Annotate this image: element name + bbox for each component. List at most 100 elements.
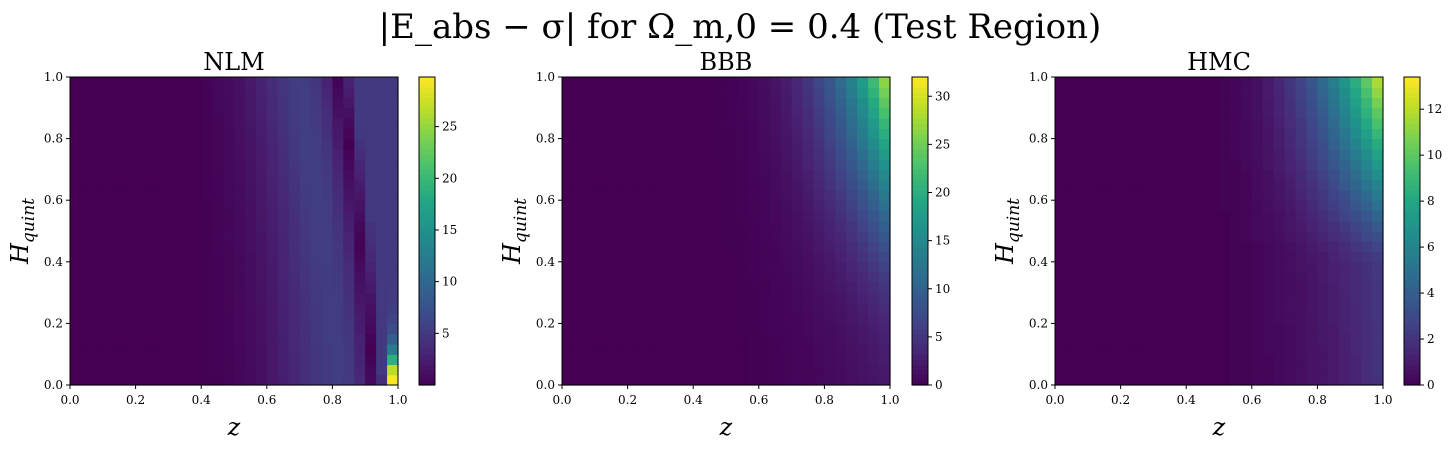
- bbb-heatmap-cell: [769, 159, 782, 170]
- hmc-heatmap-cell: [1284, 261, 1297, 273]
- nlm-heatmap-cell: [91, 251, 104, 263]
- nlm-heatmap-cell: [277, 107, 290, 119]
- bbb-heatmap-cell: [747, 179, 760, 191]
- nlm-colorbar-segment: [419, 282, 435, 289]
- bbb-heatmap-cell: [715, 354, 727, 366]
- hmc-heatmap-cell: [1087, 333, 1100, 345]
- hmc-heatmap-cell: [1361, 179, 1373, 191]
- nlm-heatmap-cell: [80, 272, 93, 283]
- hmc-heatmap-cell: [1251, 374, 1264, 386]
- bbb-heatmap-cell: [682, 210, 694, 222]
- nlm-heatmap-cell: [212, 77, 224, 88]
- bbb-heatmap-cell: [835, 364, 847, 376]
- bbb-heatmap-cell: [758, 343, 771, 355]
- bbb-heatmap-cell: [791, 374, 804, 386]
- hmc-heatmap-cell: [1098, 107, 1111, 119]
- hmc-heatmap-cell: [1361, 302, 1373, 314]
- bbb-heatmap-cell: [583, 241, 596, 253]
- hmc-heatmap-cell: [1208, 159, 1220, 170]
- nlm-heatmap-cell: [179, 231, 191, 242]
- bbb-heatmap-cell: [747, 282, 760, 294]
- nlm-heatmap-cell: [343, 118, 355, 129]
- hmc-heatmap-cell: [1273, 169, 1286, 181]
- hmc-heatmap-cell: [1197, 323, 1209, 335]
- bbb-heatmap-cell: [572, 179, 585, 191]
- nlm-heatmap-cell: [387, 292, 399, 304]
- hmc-heatmap-cell: [1109, 179, 1122, 191]
- hmc-heatmap-cell: [1328, 97, 1340, 109]
- hmc-heatmap-cell: [1098, 374, 1111, 386]
- hmc-heatmap-cell: [1055, 189, 1067, 201]
- bbb-heatmap-cell: [726, 138, 738, 150]
- nlm-heatmap-cell: [212, 292, 224, 304]
- nlm-heatmap-cell: [288, 107, 301, 119]
- hmc-heatmap-cell: [1055, 354, 1067, 366]
- bbb-heatmap-cell: [769, 189, 782, 201]
- nlm-heatmap-cell: [343, 313, 355, 324]
- bbb-heatmap-cell: [780, 241, 793, 253]
- bbb-heatmap-cell: [857, 231, 869, 242]
- nlm-heatmap-cell: [343, 128, 355, 140]
- nlm-colorbar-segment: [419, 123, 435, 129]
- hmc-heatmap-cell: [1055, 343, 1067, 355]
- hmc-heatmap-cell: [1339, 200, 1351, 212]
- bbb-heatmap-cell: [627, 313, 640, 324]
- nlm-heatmap-cell: [332, 261, 344, 273]
- hmc-heatmap-cell: [1361, 343, 1373, 355]
- bbb-colorbar-segment: [912, 359, 928, 366]
- bbb-heatmap-cell: [747, 87, 760, 99]
- bbb-colorbar-segment: [912, 123, 928, 129]
- hmc-heatmap-cell: [1317, 159, 1329, 170]
- hmc-heatmap-cell: [1273, 159, 1286, 170]
- nlm-heatmap-cell: [255, 169, 268, 181]
- bbb-heatmap-cell: [660, 292, 672, 304]
- bbb-heatmap-cell: [660, 231, 672, 242]
- nlm-heatmap-cell: [354, 272, 366, 283]
- bbb-heatmap-cell: [868, 282, 880, 294]
- hmc-x-tick-label: 0.8: [1308, 393, 1327, 407]
- hmc-colorbar-segment: [1404, 220, 1420, 227]
- bbb-heatmap-cell: [562, 77, 574, 88]
- nlm-heatmap-cell: [135, 261, 148, 273]
- hmc-heatmap-cell: [1142, 241, 1154, 253]
- nlm-heatmap-cell: [80, 333, 93, 345]
- hmc-heatmap-cell: [1076, 138, 1089, 150]
- hmc-heatmap-cell: [1350, 118, 1362, 129]
- bbb-colorbar-segment: [912, 195, 928, 201]
- bbb-heatmap-cell: [605, 107, 618, 119]
- bbb-heatmap-cell: [682, 159, 694, 170]
- bbb-heatmap-cell: [758, 138, 771, 150]
- nlm-heatmap-cell: [255, 87, 268, 99]
- bbb-heatmap-cell: [769, 343, 782, 355]
- hmc-heatmap-cell: [1076, 272, 1089, 283]
- bbb-heatmap-cell: [660, 107, 672, 119]
- nlm-heatmap-cell: [387, 364, 399, 376]
- hmc-heatmap-cell: [1284, 200, 1297, 212]
- bbb-heatmap-cell: [868, 313, 880, 324]
- bbb-heatmap-cell: [627, 323, 640, 335]
- bbb-heatmap-cell: [616, 292, 629, 304]
- bbb-heatmap-cell: [583, 374, 596, 386]
- hmc-heatmap-cell: [1219, 179, 1231, 191]
- nlm-heatmap-cell: [387, 189, 399, 201]
- nlm-heatmap-cell: [244, 87, 257, 99]
- nlm-heatmap-cell: [146, 200, 159, 212]
- bbb-heatmap-cell: [835, 159, 847, 170]
- nlm-heatmap-cell: [310, 107, 323, 119]
- bbb-heatmap-cell: [693, 343, 705, 355]
- bbb-heatmap-cell: [791, 200, 804, 212]
- nlm-heatmap-cell: [223, 118, 235, 129]
- hmc-colorbar-tick-label: 8: [1427, 194, 1435, 208]
- hmc-heatmap-cell: [1208, 77, 1220, 88]
- bbb-heatmap-cell: [715, 272, 727, 283]
- nlm-heatmap-cell: [179, 159, 191, 170]
- nlm-heatmap-cell: [190, 364, 202, 376]
- hmc-heatmap-cell: [1262, 354, 1275, 366]
- bbb-heatmap-cell: [638, 241, 651, 253]
- hmc-heatmap-cell: [1295, 169, 1308, 181]
- hmc-heatmap-cell: [1317, 282, 1329, 294]
- nlm-heatmap-cell: [255, 364, 268, 376]
- nlm-heatmap-cell: [223, 302, 235, 314]
- nlm-heatmap-cell: [179, 333, 191, 345]
- hmc-heatmap-cell: [1131, 231, 1144, 242]
